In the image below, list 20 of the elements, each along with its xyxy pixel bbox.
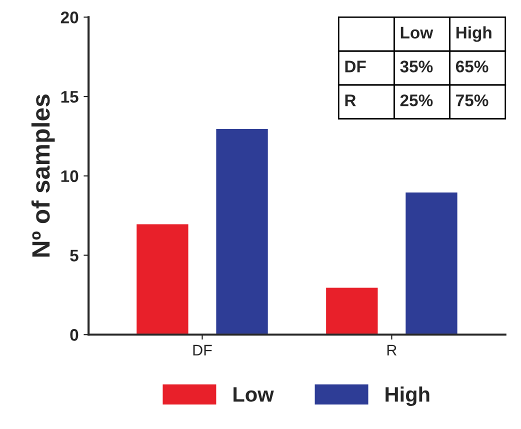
y-tick-label: 10	[61, 170, 78, 182]
legend-label: High	[386, 386, 430, 406]
annotation: Low	[400, 26, 434, 39]
y-tick-label: 0	[70, 329, 78, 341]
bar	[214, 128, 270, 335]
annotation: 65%	[456, 60, 488, 72]
annotation: 75%	[456, 94, 488, 106]
annotation: 35%	[400, 60, 433, 72]
y-tick-label: 15	[61, 91, 78, 103]
annotation: R	[345, 94, 356, 106]
y-tick-label: 20	[60, 12, 78, 24]
annotation: High	[456, 26, 492, 42]
bar	[135, 222, 190, 335]
bar	[404, 191, 459, 335]
y-tick-label: 5	[70, 250, 78, 262]
annotation: DF	[345, 60, 366, 72]
y-axis-title: Nº of samples	[31, 94, 55, 257]
bar	[324, 286, 380, 335]
annotation: 25%	[400, 94, 433, 106]
legend-label: Low	[234, 387, 274, 402]
